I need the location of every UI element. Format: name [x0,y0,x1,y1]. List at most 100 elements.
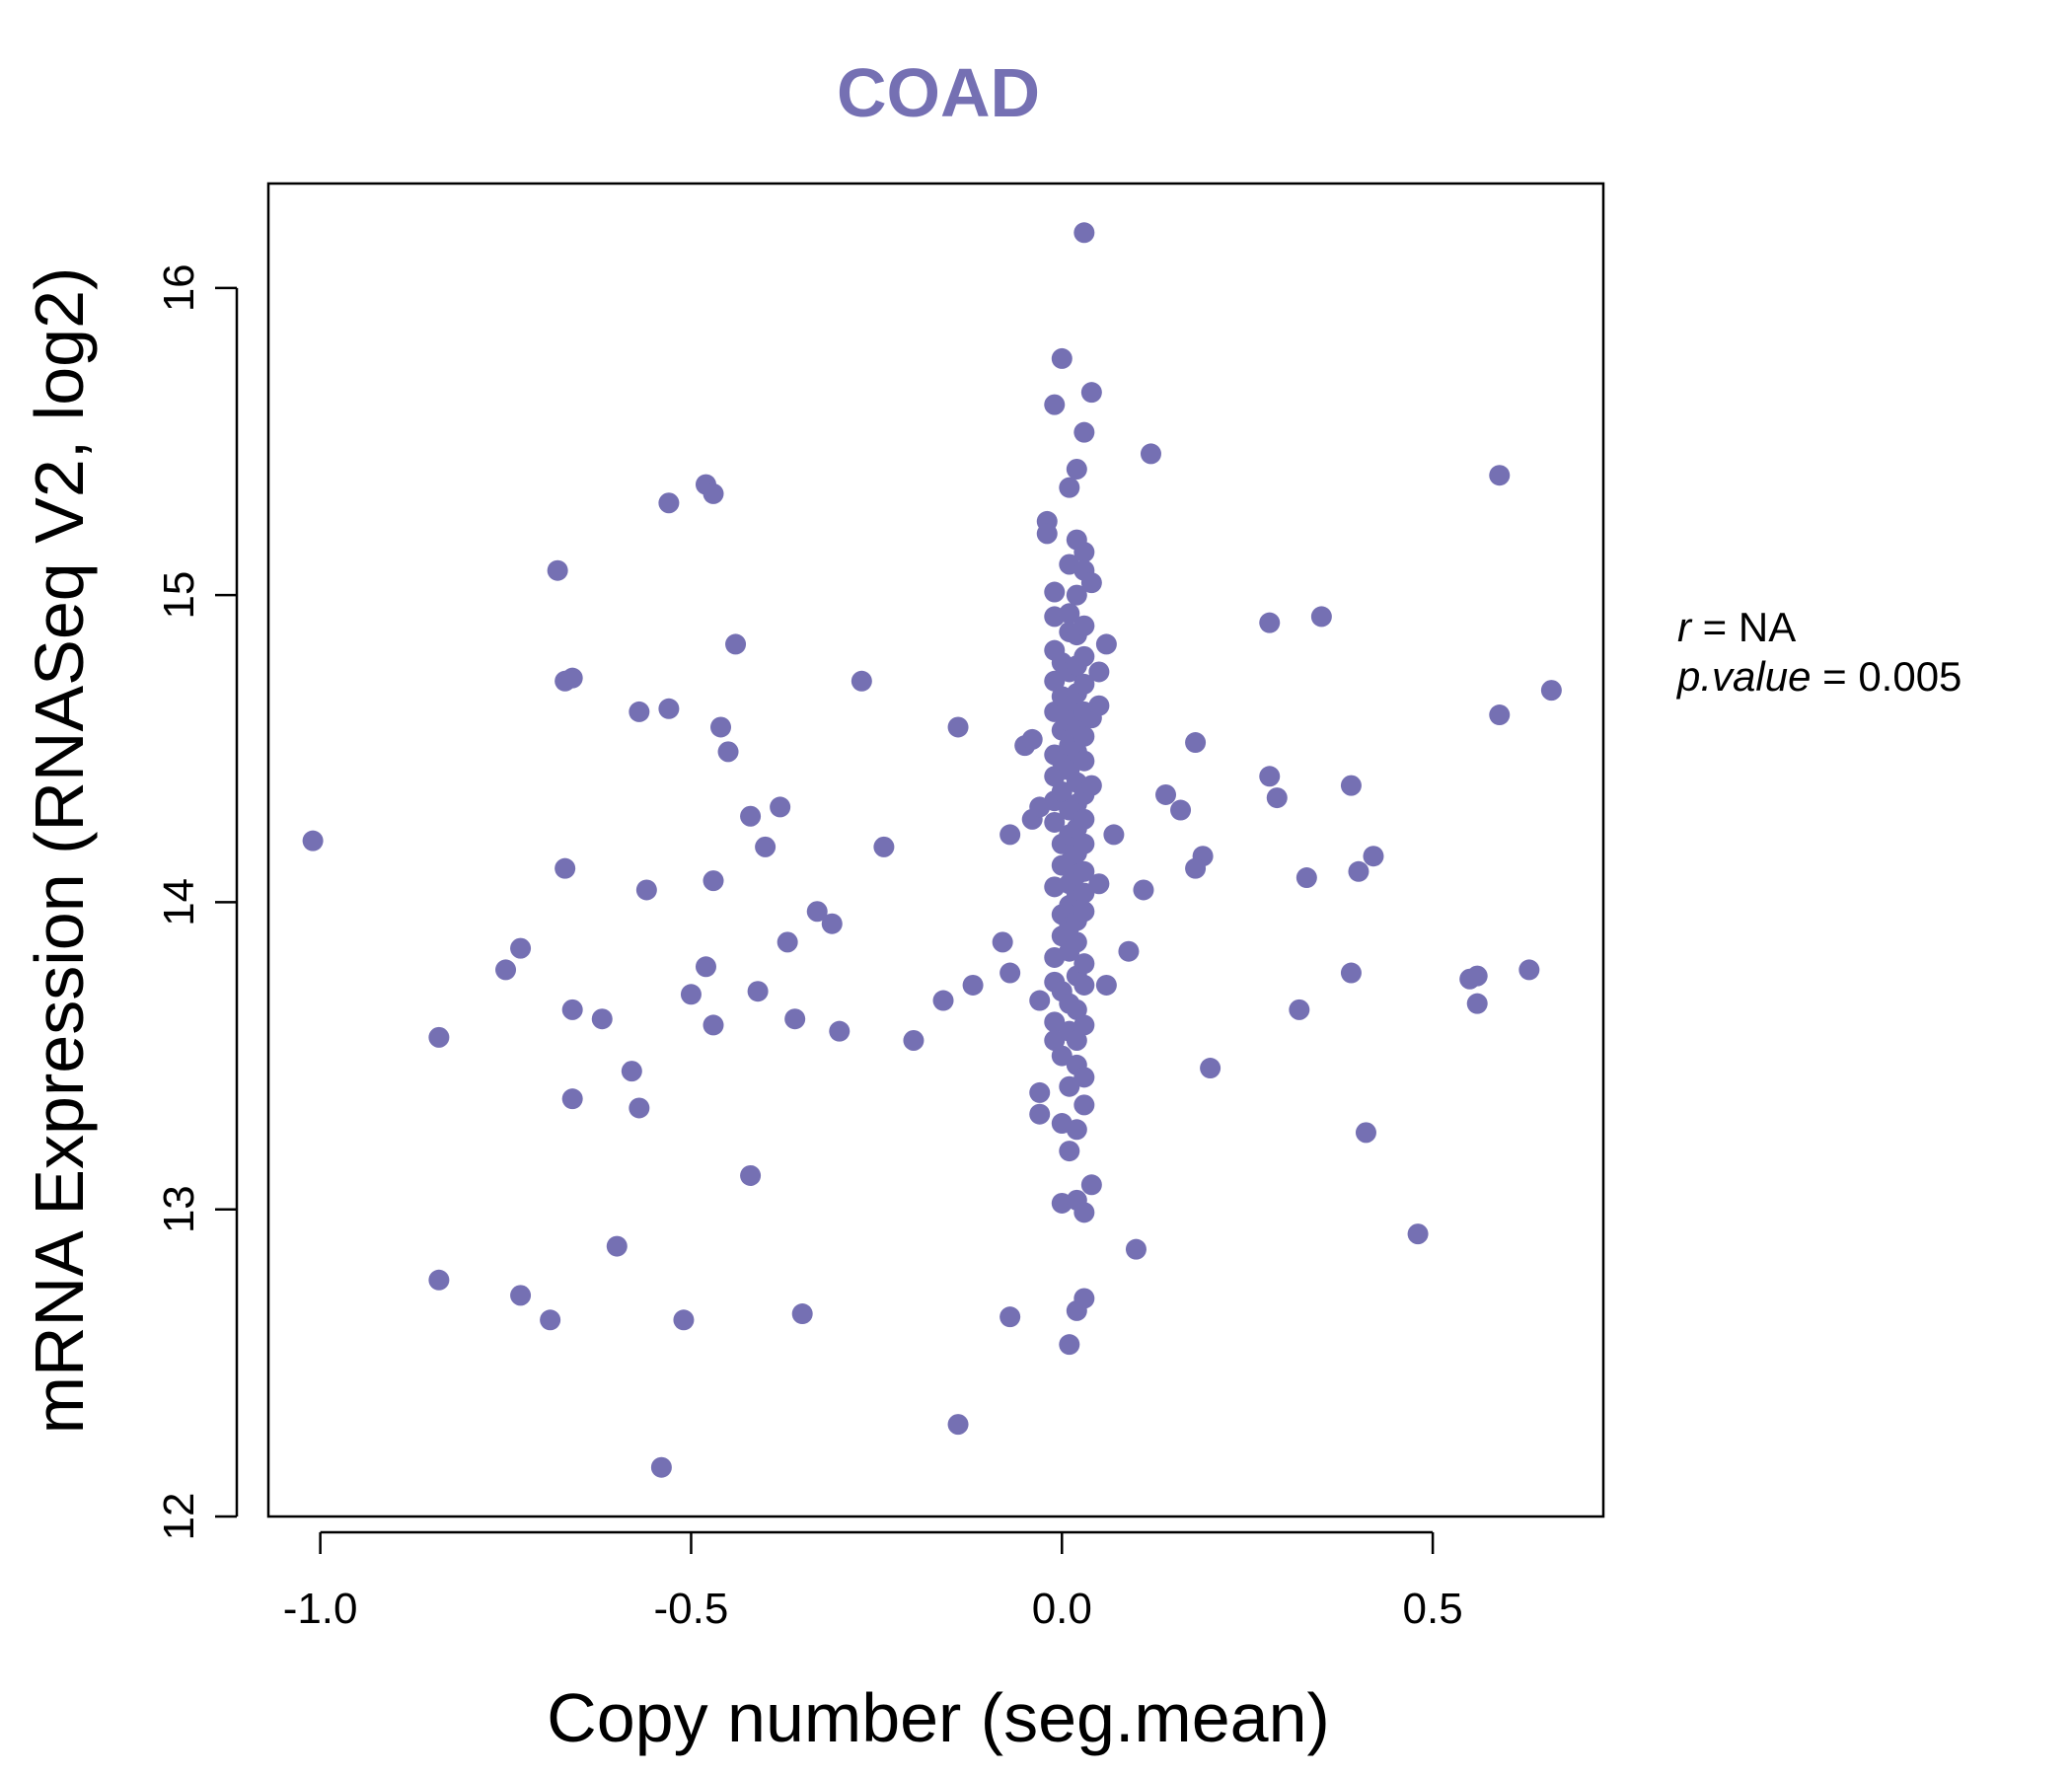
data-point [770,796,791,818]
data-point [1363,846,1384,867]
data-point [1340,775,1362,796]
x-tick-label: 0.0 [1032,1585,1092,1633]
y-axis-label: mRNA Expression (RNASeq V2, log2) [21,267,98,1435]
data-point [1295,867,1317,889]
data-point [999,1306,1021,1328]
data-point [680,984,702,1005]
data-point [1088,661,1110,683]
data-point [1036,523,1058,545]
data-point [629,1097,650,1119]
data-point [1103,824,1125,846]
data-point [1073,222,1095,244]
data-point [999,962,1021,984]
data-point [1073,1094,1095,1116]
data-point [1185,732,1207,754]
data-point [1066,999,1087,1020]
data-point [1073,860,1095,882]
data-point [606,1235,628,1257]
data-point [1066,931,1087,953]
data-point [1073,1067,1095,1088]
data-point [1080,1174,1102,1196]
data-point [1073,808,1095,830]
data-point [1029,1081,1051,1103]
data-point [1200,1058,1221,1079]
data-point [784,1008,806,1030]
data-point [1088,873,1110,895]
data-point [717,741,739,763]
data-point [1080,382,1102,404]
data-point [947,716,969,738]
data-point [547,559,568,581]
data-point [1059,1141,1080,1162]
data-point [1066,459,1087,480]
data-point [1355,1122,1376,1144]
data-point [1185,857,1207,879]
data-point [629,701,650,722]
data-point [740,1164,762,1186]
data-point [1340,962,1362,984]
p-value-annotation: p.value = 0.005 [1677,653,1961,701]
data-point [540,1309,561,1331]
data-point [725,633,747,655]
data-point [1059,603,1080,625]
data-point [658,492,680,514]
data-point [1073,1202,1095,1223]
data-point [1073,974,1095,996]
data-point [1518,959,1540,981]
data-point [1044,581,1066,603]
r-value: NA [1738,604,1797,650]
data-point [1059,1334,1080,1356]
data-point [1059,477,1080,498]
data-point [999,824,1021,846]
data-point [1259,612,1281,633]
data-point [1133,879,1154,901]
data-point [703,482,724,504]
data-point [1051,780,1073,802]
data-point [428,1269,450,1291]
data-point [1044,394,1066,415]
data-point [1073,882,1095,904]
data-point [1140,443,1161,465]
data-point [1118,940,1140,962]
data-point [1080,775,1102,796]
equals-sign: = [1811,653,1859,700]
data-point [561,667,583,689]
data-point [1073,833,1095,854]
data-points [302,222,1562,1478]
data-point [1073,1014,1095,1036]
data-point [1044,811,1066,833]
data-point [829,1020,851,1042]
data-point [1088,695,1110,716]
data-point [1051,347,1073,369]
data-point [1073,615,1095,636]
data-point [302,830,324,851]
data-point [1073,953,1095,975]
data-point [1310,606,1332,628]
data-point [1466,965,1488,987]
data-point [1348,860,1369,882]
data-point [1073,542,1095,563]
data-point [1066,1119,1087,1141]
data-point [1044,1011,1066,1033]
data-point [1029,990,1051,1011]
data-point [1059,1075,1080,1097]
data-point [695,956,716,978]
data-point [1125,1238,1147,1260]
p-value-label: p.value [1677,653,1812,700]
data-point [1095,974,1117,996]
data-point [1073,901,1095,923]
data-point [1073,645,1095,667]
data-point [1066,584,1087,606]
data-point [740,805,762,827]
data-point [710,716,732,738]
data-point [747,981,769,1002]
data-point [791,1303,813,1325]
p-value: 0.005 [1858,653,1962,700]
x-tick-label: 0.5 [1403,1585,1463,1633]
data-point [1489,465,1511,486]
data-point [1029,1103,1051,1125]
data-point [992,931,1013,953]
r-label: r [1677,604,1691,650]
x-tick-label: -1.0 [283,1585,358,1633]
